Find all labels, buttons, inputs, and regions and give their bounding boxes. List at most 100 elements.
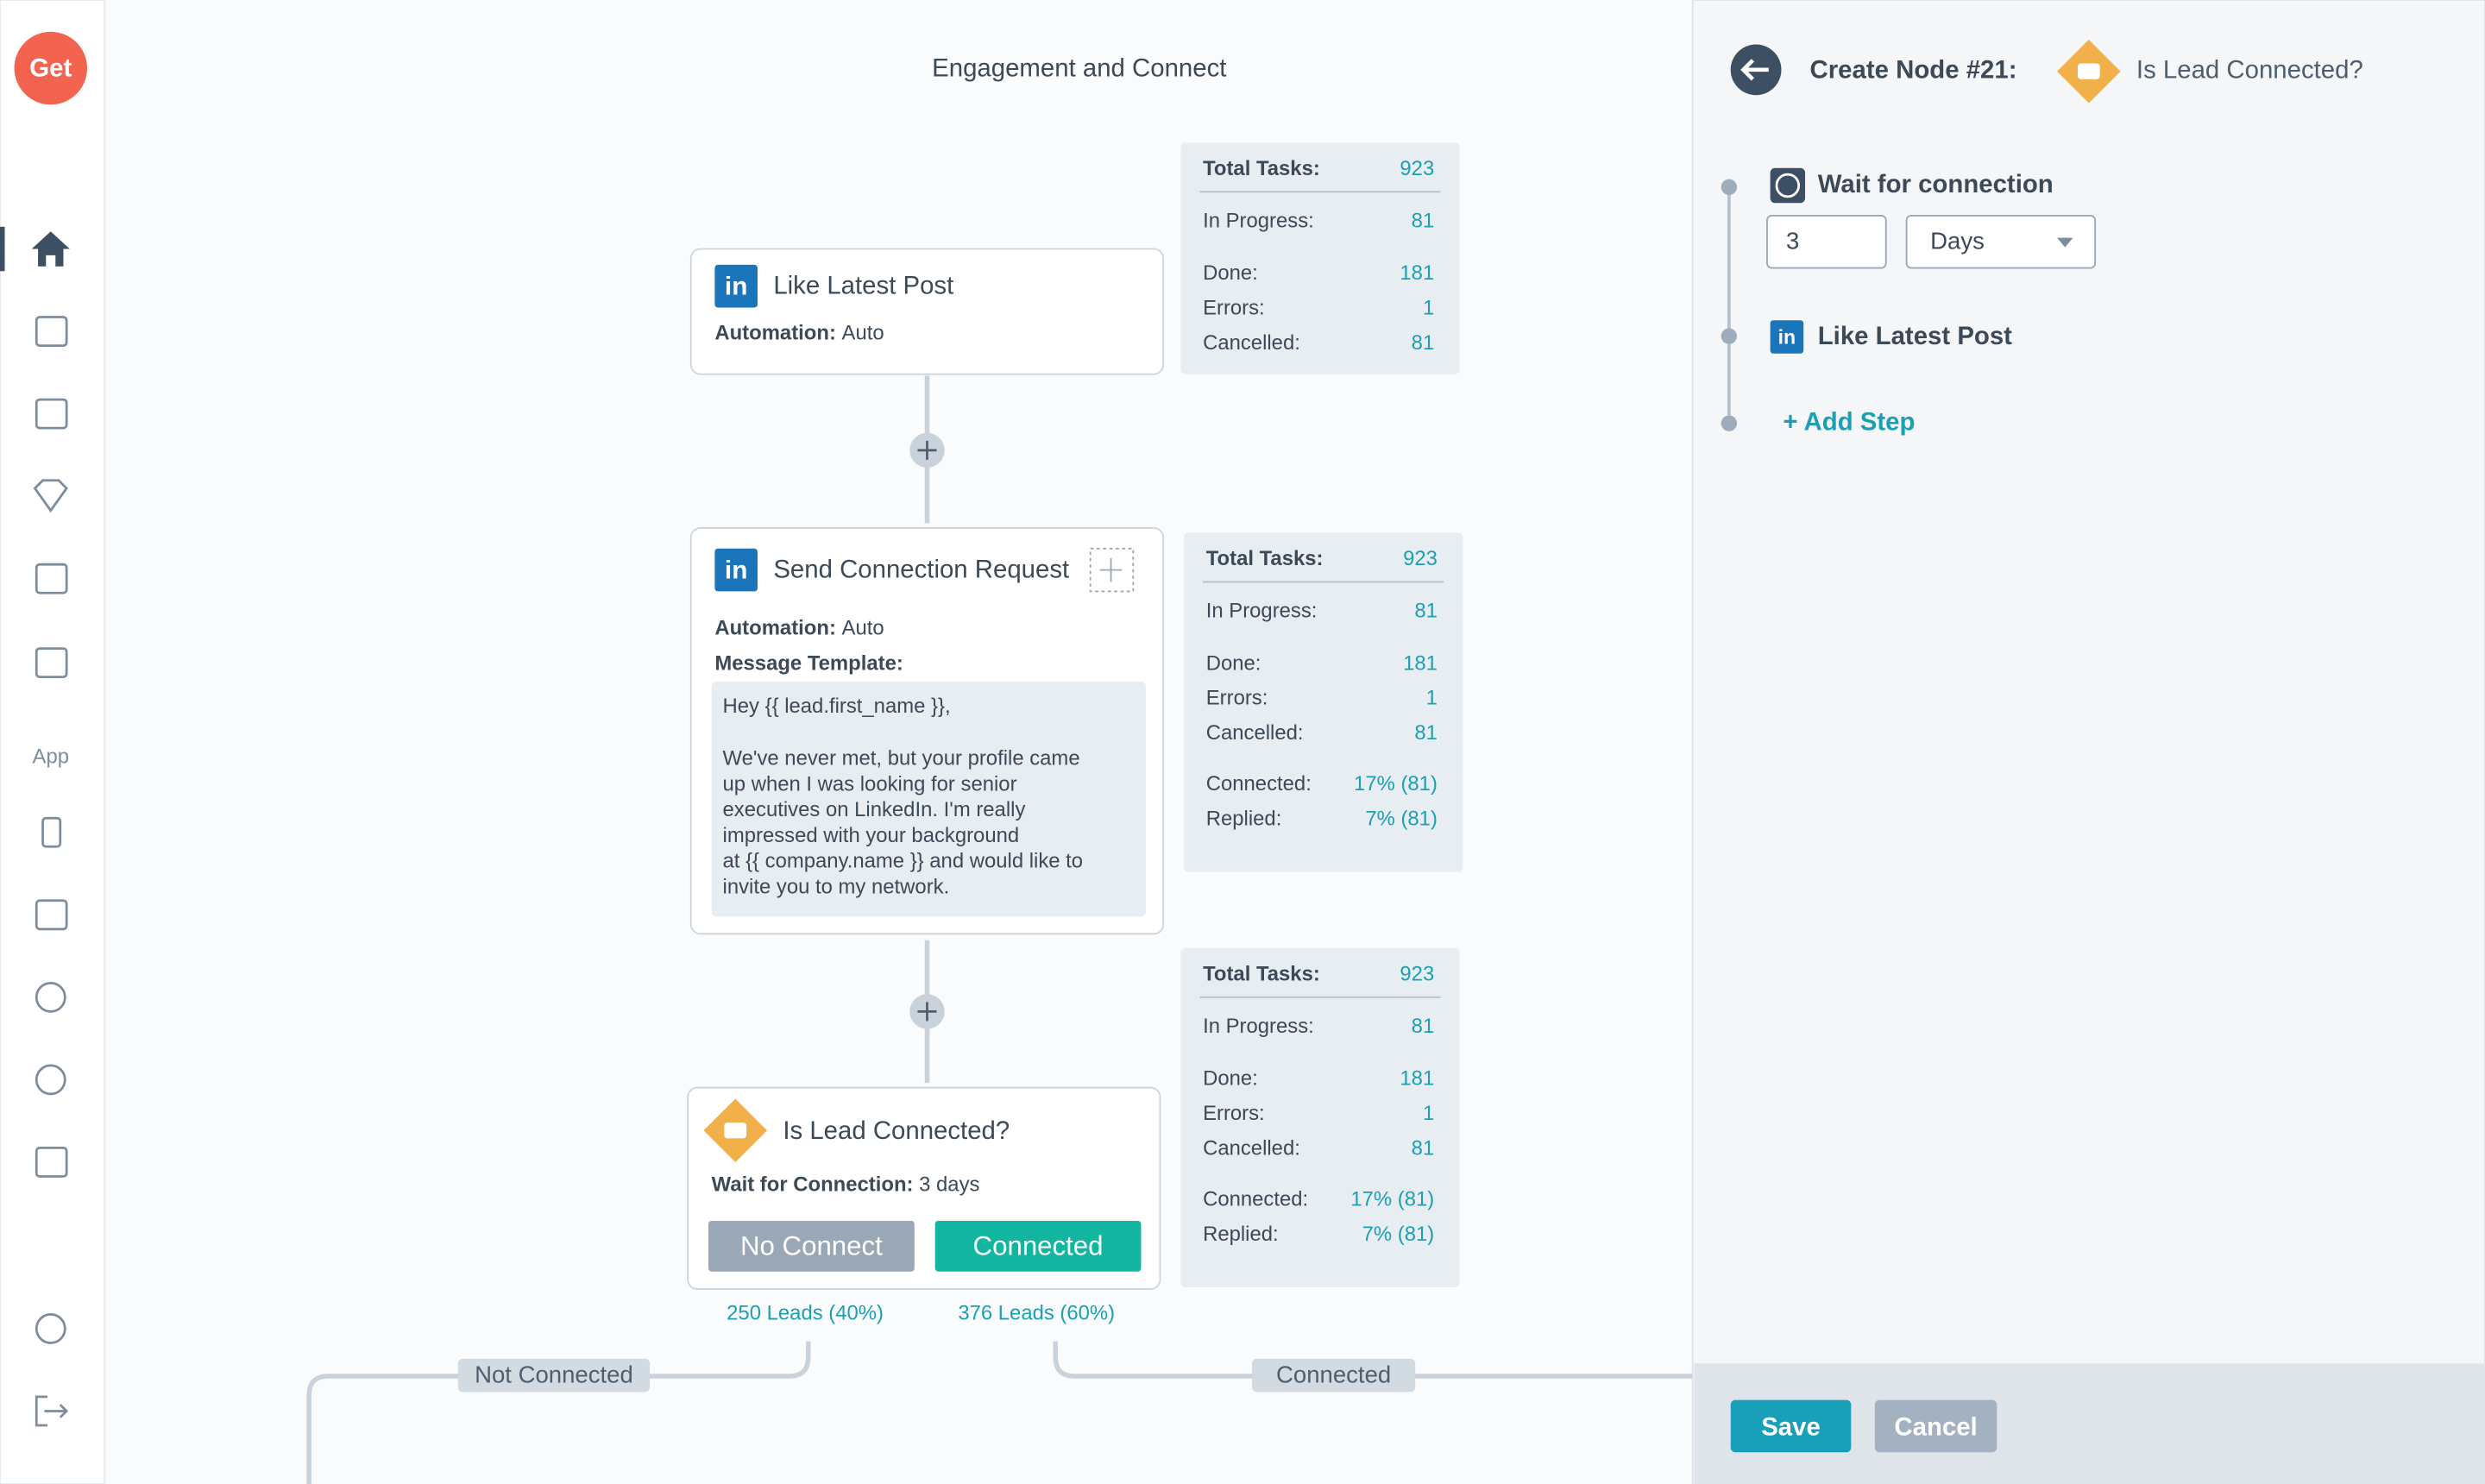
node-title: Send Connection Request (773, 555, 1069, 583)
move-glyph (1099, 557, 1123, 582)
step-title: Like Latest Post (1818, 322, 2012, 350)
stats-value: 923 (1400, 157, 1434, 180)
clock-face (1775, 173, 1801, 198)
linkedin-icon (714, 548, 758, 592)
nav-icon[interactable] (35, 1395, 69, 1427)
logo: Get (29, 54, 72, 83)
panel-node-title: Is Lead Connected? (2136, 55, 2363, 84)
branch-button[interactable] (708, 1220, 915, 1272)
linkedin-glyph: in (725, 556, 747, 584)
stats-label: In Progress: (1203, 1015, 1314, 1038)
stats-value: 81 (1414, 721, 1438, 745)
stats-label: Cancelled: (1203, 1137, 1300, 1160)
branch-count: 376 Leads (60%) (958, 1302, 1115, 1325)
automation-line: Automation: Auto (714, 617, 884, 640)
move-handle[interactable] (1089, 547, 1135, 593)
stats-value: 17% (81) (1354, 772, 1438, 795)
stats-label: Total Tasks: (1206, 547, 1324, 570)
active-indicator (0, 226, 5, 272)
template-line: impressed with your background (723, 824, 1020, 847)
footer-button[interactable] (1874, 1399, 1997, 1453)
node-title: Like Latest Post (773, 271, 953, 299)
wait-label: Wait for Connection: (712, 1173, 919, 1197)
home-icon[interactable] (31, 231, 70, 267)
stats-label: In Progress: (1206, 600, 1318, 623)
stats-label: Done: (1203, 261, 1258, 285)
plus-glyph (917, 440, 937, 460)
template-line: up when I was looking for senior (723, 772, 1017, 795)
stats-label: Replied: (1206, 807, 1282, 830)
linkedin-glyph: in (1778, 325, 1796, 348)
stats-value: 7% (81) (1365, 807, 1438, 830)
nav-icon[interactable] (35, 1312, 66, 1344)
wait-value: 3 days (919, 1173, 979, 1197)
nav-icon[interactable] (35, 981, 66, 1013)
nav-icon[interactable] (35, 899, 68, 931)
nav-icon[interactable] (35, 563, 68, 594)
stats-label: Errors: (1206, 687, 1268, 710)
branch-tag (1252, 1358, 1416, 1393)
node-title: Is Lead Connected? (783, 1116, 1010, 1145)
stats-label: Total Tasks: (1203, 157, 1320, 180)
nav-icon[interactable] (41, 816, 62, 848)
condition-glyph (2077, 63, 2100, 79)
template-label: Message Template: (714, 651, 903, 675)
wait-line: Wait for Connection: 3 days (712, 1173, 980, 1197)
stats-label: Done: (1206, 651, 1261, 675)
timeline-dot (1721, 415, 1738, 431)
stats-value: 923 (1403, 547, 1438, 570)
sidebar (0, 0, 106, 1484)
automation-label: Automation: (714, 617, 841, 640)
nav-icon[interactable] (35, 1147, 68, 1178)
template-line: at {{ company.name }} and would like to (723, 850, 1084, 873)
footer-button[interactable] (1730, 1399, 1852, 1453)
automation-value: Auto (842, 617, 884, 640)
stats-label: Total Tasks: (1203, 962, 1320, 985)
step-title: Wait for connection (1818, 170, 2054, 198)
nav-icon[interactable] (35, 647, 68, 679)
stats-value: 81 (1412, 1015, 1435, 1038)
stats-value: 181 (1400, 1067, 1434, 1091)
stats-label: In Progress: (1203, 210, 1314, 233)
stats-value: 81 (1414, 600, 1438, 623)
stats-label: Errors: (1203, 297, 1265, 320)
canvas-title: Engagement and Connect (932, 54, 1226, 83)
linkedin-icon (1770, 320, 1804, 354)
stats-value: 181 (1403, 651, 1438, 675)
automation-value: Auto (842, 322, 884, 345)
unit-select[interactable] (1905, 214, 2097, 269)
branch-tag (457, 1358, 651, 1393)
plus-glyph (917, 1002, 937, 1022)
linkedin-glyph: in (725, 272, 747, 300)
add-step[interactable]: + Add Step (1783, 407, 1915, 436)
template-line: We've never met, but your profile came (723, 747, 1080, 770)
branch-count: 250 Leads (40%) (727, 1302, 884, 1325)
nav-icon[interactable] (35, 316, 68, 347)
clock-icon (1770, 167, 1806, 204)
timeline-dot (1721, 179, 1738, 196)
footer-button-label[interactable]: Save (1761, 1412, 1821, 1441)
unit-value: Days (1930, 227, 1985, 254)
node-card[interactable] (689, 248, 1165, 375)
stats-label: Connected: (1206, 772, 1312, 795)
stats-value: 7% (81) (1362, 1223, 1435, 1246)
stats-box (1180, 947, 1460, 1288)
branch-button[interactable] (934, 1220, 1142, 1272)
branch-button-label[interactable]: Connected (973, 1230, 1104, 1261)
template-line: executives on LinkedIn. I'm really (723, 798, 1026, 821)
amount-input[interactable] (1766, 214, 1887, 269)
stats-value: 81 (1412, 210, 1435, 233)
nav-icon[interactable] (33, 479, 68, 513)
stats-box (1180, 142, 1460, 374)
nav-icon[interactable] (35, 1064, 66, 1096)
template-line: Hey {{ lead.first_name }}, (723, 695, 951, 718)
branch-tag-label: Not Connected (475, 1361, 633, 1387)
stats-value: 17% (81) (1350, 1187, 1434, 1210)
footer-button-label[interactable]: Cancel (1894, 1412, 1977, 1441)
stats-value: 181 (1400, 261, 1434, 285)
nav-icon[interactable] (35, 398, 68, 430)
branch-button-label[interactable]: No Connect (740, 1230, 883, 1261)
amount-value: 3 (1786, 227, 1799, 254)
